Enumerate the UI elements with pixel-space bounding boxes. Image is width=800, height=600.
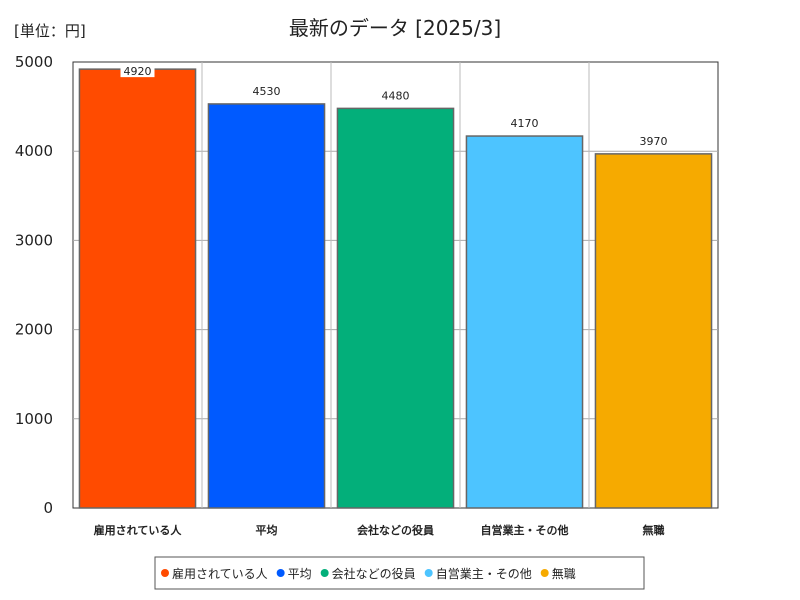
bar [465, 135, 584, 509]
bar [336, 107, 455, 509]
data-label: 4530 [253, 85, 281, 98]
data-label: 4920 [124, 65, 152, 78]
x-tick-label: 雇用されている人 [94, 523, 183, 537]
x-axis: 雇用されている人 平均 会社などの役員 自営業主・その他 無職 [94, 523, 665, 537]
x-tick-label: 会社などの役員 [357, 523, 434, 537]
legend-marker [540, 569, 549, 577]
legend-label: 平均 [288, 567, 312, 581]
y-tick-label: 0 [43, 499, 53, 517]
legend-label: 会社などの役員 [332, 566, 416, 581]
y-axis: 0 1000 2000 3000 4000 5000 [15, 53, 53, 517]
legend-marker [276, 569, 285, 577]
y-tick-label: 2000 [15, 321, 53, 339]
bar [594, 153, 713, 509]
x-tick-label: 無職 [643, 523, 665, 537]
legend-label: 雇用されている人 [172, 566, 268, 581]
unit-label: [単位：円] [14, 22, 86, 40]
legend-marker [424, 569, 433, 577]
legend-marker [161, 569, 169, 577]
y-tick-label: 4000 [15, 142, 53, 160]
bar [78, 68, 197, 509]
bar [207, 103, 326, 509]
x-tick-label: 平均 [256, 523, 278, 537]
data-label-bg [120, 64, 155, 78]
legend: 雇用されている人 平均 会社などの役員 自営業主・その他 無職 [154, 556, 645, 590]
legend-label: 無職 [552, 566, 576, 581]
legend-box [154, 556, 645, 590]
data-labels: 4920 4530 4480 4170 3970 [120, 64, 668, 148]
data-label: 3970 [640, 135, 668, 148]
x-tick-label: 自営業主・その他 [481, 523, 569, 537]
legend-label: 自営業主・その他 [436, 567, 532, 581]
data-label: 4170 [511, 117, 539, 130]
chart-title: 最新のデータ [2025/3] [289, 16, 501, 40]
y-tick-label: 5000 [15, 53, 53, 71]
y-tick-label: 1000 [15, 410, 53, 428]
data-label: 4480 [382, 89, 410, 102]
y-tick-label: 3000 [15, 231, 53, 249]
legend-marker [320, 569, 329, 577]
bars [78, 68, 713, 509]
